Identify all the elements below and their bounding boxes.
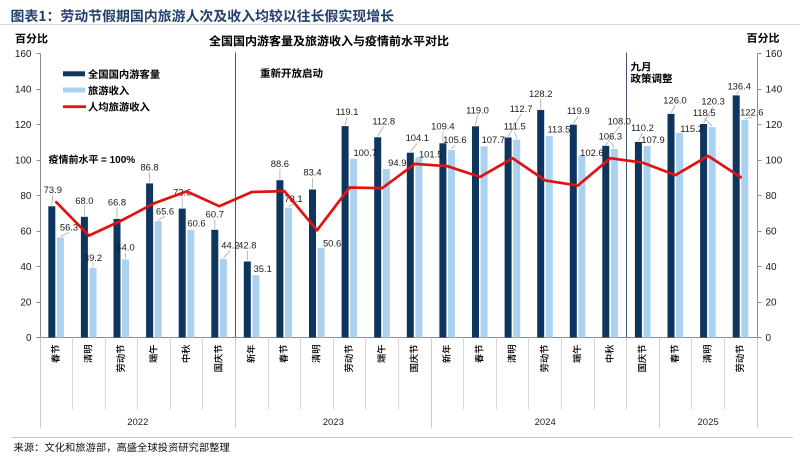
svg-text:160: 160	[15, 49, 32, 60]
svg-text:107.7: 107.7	[482, 134, 505, 145]
svg-text:119.9: 119.9	[567, 105, 590, 116]
svg-text:112.8: 112.8	[372, 115, 395, 126]
svg-text:20: 20	[20, 298, 32, 309]
svg-text:56.3: 56.3	[60, 221, 78, 232]
svg-text:126.0: 126.0	[663, 94, 686, 105]
svg-text:107.9: 107.9	[641, 134, 664, 145]
svg-text:= 100%: = 100%	[101, 155, 135, 166]
svg-text:115.2: 115.2	[680, 123, 703, 134]
svg-text:60.6: 60.6	[187, 217, 205, 228]
svg-text:136.4: 136.4	[727, 80, 750, 91]
svg-text:104.1: 104.1	[406, 132, 429, 143]
svg-text:112.7: 112.7	[510, 103, 533, 114]
svg-text:83.4: 83.4	[303, 167, 321, 178]
svg-text:68.0: 68.0	[75, 195, 93, 206]
svg-text:140: 140	[15, 85, 32, 96]
svg-text:86.8: 86.8	[140, 161, 158, 172]
svg-text:118.5: 118.5	[693, 107, 716, 118]
svg-text:40: 40	[20, 262, 32, 273]
svg-text:39.2: 39.2	[84, 252, 102, 263]
svg-text:2024: 2024	[535, 417, 556, 428]
svg-text:113.5: 113.5	[548, 124, 571, 135]
svg-text:2023: 2023	[323, 417, 344, 428]
svg-text:65.6: 65.6	[156, 205, 174, 216]
svg-text:100: 100	[766, 156, 783, 167]
svg-text:80: 80	[766, 191, 778, 202]
svg-text:42.8: 42.8	[238, 239, 256, 250]
svg-text:73.1: 73.1	[284, 193, 302, 204]
svg-text:35.1: 35.1	[254, 263, 272, 274]
svg-text:120: 120	[15, 120, 32, 131]
svg-text:120: 120	[766, 120, 783, 131]
svg-text:0: 0	[766, 333, 772, 344]
svg-text:100.7: 100.7	[353, 147, 376, 158]
svg-text:160: 160	[766, 49, 783, 60]
svg-text:60.7: 60.7	[206, 208, 224, 219]
svg-text:20: 20	[766, 298, 778, 309]
svg-text:105.6: 105.6	[443, 134, 466, 145]
svg-text:0: 0	[26, 333, 32, 344]
svg-text:50.6: 50.6	[323, 238, 341, 249]
svg-text:102.6: 102.6	[580, 147, 603, 158]
svg-text:66.8: 66.8	[108, 196, 126, 207]
svg-text:122.6: 122.6	[740, 106, 763, 117]
svg-text:60: 60	[20, 227, 32, 238]
svg-text:106.3: 106.3	[599, 131, 622, 142]
svg-text:40: 40	[766, 262, 778, 273]
svg-text:128.2: 128.2	[529, 88, 552, 99]
svg-text:100: 100	[15, 156, 32, 167]
svg-text:120.3: 120.3	[701, 95, 724, 106]
svg-text:80: 80	[20, 191, 32, 202]
svg-text:88.6: 88.6	[271, 158, 289, 169]
svg-text:101.5: 101.5	[419, 148, 442, 159]
svg-text:44.0: 44.0	[116, 242, 134, 253]
svg-text:2022: 2022	[127, 417, 148, 428]
svg-text:73.9: 73.9	[44, 184, 62, 195]
svg-text:2025: 2025	[698, 417, 719, 428]
svg-text:110.2: 110.2	[631, 122, 654, 133]
svg-text:119.1: 119.1	[336, 106, 359, 117]
svg-text:94.9: 94.9	[388, 157, 406, 168]
svg-text:119.0: 119.0	[466, 104, 489, 115]
svg-text:109.4: 109.4	[431, 120, 454, 131]
svg-text:44.2: 44.2	[221, 239, 239, 250]
svg-text:111.5: 111.5	[504, 121, 526, 132]
svg-text:140: 140	[766, 85, 783, 96]
svg-text:60: 60	[766, 227, 778, 238]
svg-text:108.0: 108.0	[608, 116, 631, 127]
